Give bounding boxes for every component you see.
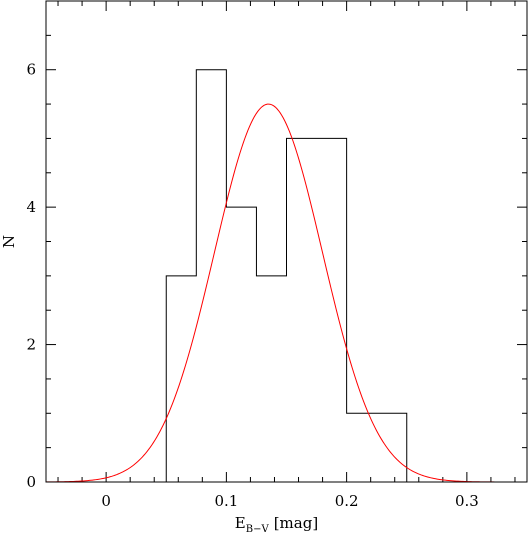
x-axis-label-subscript: B−V (246, 524, 270, 535)
y-tick-label: 4 (26, 198, 36, 216)
x-tick-label: 0.3 (455, 492, 479, 510)
plot-frame (45, 0, 528, 483)
y-tick-label: 0 (26, 473, 36, 491)
x-tick-labels: 0 0.1 0.2 0.3 (101, 492, 478, 510)
x-axis-label-unit: [mag] (274, 514, 318, 532)
y-tick-labels: 0 2 4 6 (26, 61, 36, 491)
x-axis-label: EB−V [mag] (235, 514, 318, 535)
x-axis-label-main: E (235, 514, 246, 532)
minor-ticks (46, 0, 527, 482)
x-tick-label: 0 (101, 492, 111, 510)
gaussian-fit-curve (45, 103, 527, 483)
histogram-outline (165, 69, 408, 482)
y-axis-label: N (0, 235, 18, 248)
y-tick-label: 2 (26, 336, 36, 354)
y-tick-label: 6 (26, 61, 36, 79)
major-ticks (46, 1, 527, 483)
x-tick-label: 0.1 (214, 492, 238, 510)
x-tick-label: 0.2 (335, 492, 359, 510)
